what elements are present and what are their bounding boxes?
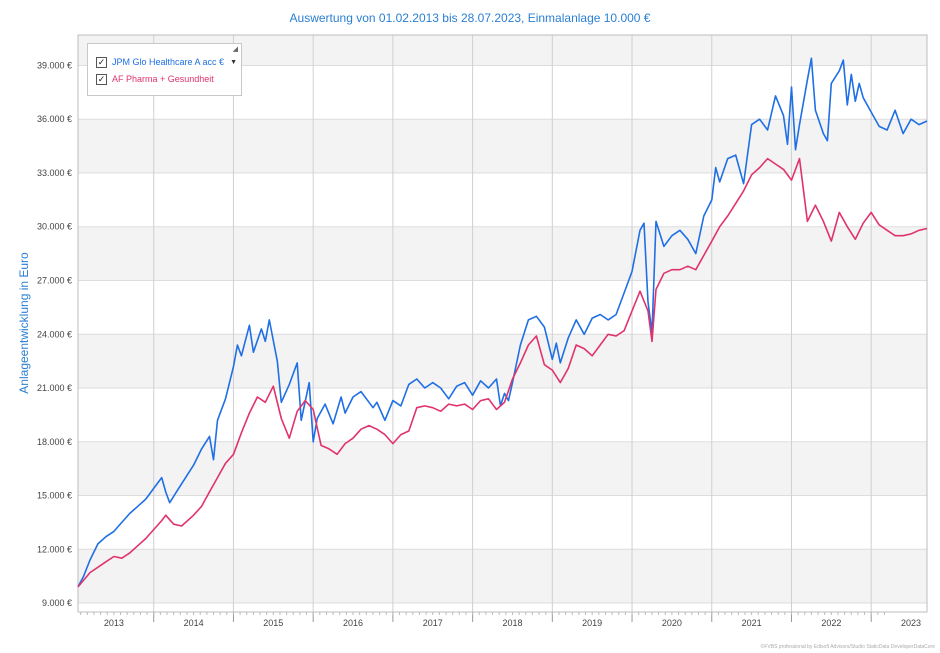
chart-legend[interactable]: ◢ ✓ JPM Glo Healthcare A acc € ▼ ✓ AF Ph… — [87, 43, 242, 96]
chevron-down-icon[interactable]: ▼ — [230, 58, 237, 66]
series-lines — [77, 57, 928, 588]
x-tick-label: 2013 — [104, 618, 124, 628]
y-tick-label: 33.000 € — [37, 168, 72, 178]
chart-band — [78, 441, 927, 496]
chart-vertical-gridlines — [153, 35, 872, 612]
y-tick-label: 36.000 € — [37, 114, 72, 124]
legend-label-af: AF Pharma + Gesundheit — [112, 74, 214, 84]
x-tick-label: 2022 — [821, 618, 841, 628]
y-tick-label: 39.000 € — [37, 60, 72, 70]
x-tick-label: 2020 — [662, 618, 682, 628]
x-tick-label: 2016 — [343, 618, 363, 628]
series-line-1 — [77, 157, 928, 588]
chart-band — [78, 226, 927, 281]
checkbox-checked-icon[interactable]: ✓ — [96, 56, 107, 68]
chart-title: Auswertung von 01.02.2013 bis 28.07.2023… — [290, 11, 651, 25]
legend-label-jpm: JPM Glo Healthcare A acc € — [112, 57, 225, 67]
y-axis-label: Anlageentwicklung in Euro — [17, 252, 31, 394]
checkbox-checked-icon[interactable]: ✓ — [96, 73, 107, 85]
y-tick-label: 21.000 € — [37, 383, 72, 393]
x-tick-label: 2018 — [502, 618, 522, 628]
x-tick-label: 2014 — [184, 618, 204, 628]
chart-band — [78, 549, 927, 604]
legend-resize-icon[interactable]: ◢ — [232, 46, 238, 53]
y-tick-label: 9.000 € — [42, 598, 72, 608]
chart-background-bands — [78, 35, 927, 604]
x-tick-label: 2017 — [423, 618, 443, 628]
y-tick-label: 27.000 € — [37, 275, 72, 285]
x-tick-label: 2019 — [582, 618, 602, 628]
series-line-0 — [77, 57, 928, 588]
chart-band — [78, 334, 927, 389]
x-axis-ticks: 2013 2014 2015 2016 2017 2018 2019 2020 2021 2022… — [80, 612, 921, 628]
legend-item-jpm[interactable]: ✓ JPM Glo Healthcare A acc € ▼ — [96, 55, 237, 69]
y-tick-label: 18.000 € — [37, 437, 72, 447]
legend-item-af[interactable]: ✓ AF Pharma + Gesundheit — [96, 72, 214, 86]
y-tick-label: 12.000 € — [37, 544, 72, 554]
x-tick-label: 2021 — [742, 618, 762, 628]
y-axis-ticks: 9.000 € 12.000 € 15.000 € 18.000 € 21.000 € 2… — [37, 60, 72, 608]
x-tick-label: 2015 — [263, 618, 283, 628]
footer-credit: ©FVBS professional by Edisoft Advisors/S… — [761, 643, 936, 650]
plot-area — [77, 34, 928, 613]
y-tick-label: 24.000 € — [37, 329, 72, 339]
x-tick-label: 2023 — [901, 618, 921, 628]
y-tick-label: 15.000 € — [37, 491, 72, 501]
y-tick-label: 30.000 € — [37, 222, 72, 232]
